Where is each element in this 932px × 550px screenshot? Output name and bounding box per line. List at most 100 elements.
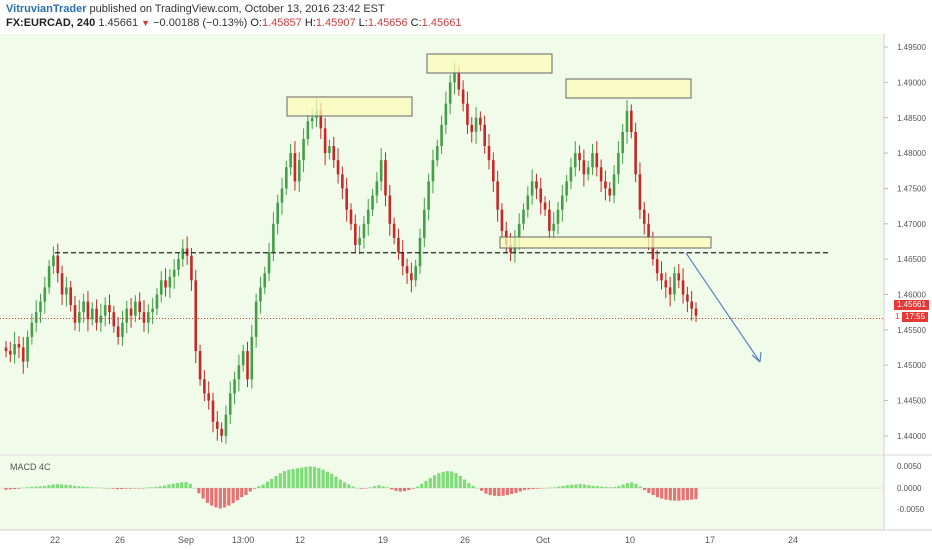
candle-body: [168, 276, 172, 288]
macd-histogram-bar: [291, 468, 295, 488]
candle-body: [578, 153, 581, 161]
low-label: L:: [358, 17, 368, 29]
candle-body: [332, 146, 336, 161]
candle-body: [259, 287, 262, 302]
macd-histogram-bar: [552, 487, 557, 488]
candle-body: [43, 287, 47, 302]
price-axis-label: 1.44000: [897, 432, 926, 441]
candle-body: [630, 110, 633, 132]
author-link[interactable]: VitruvianTrader: [6, 3, 87, 15]
candle-body: [4, 347, 8, 352]
candle-body: [155, 294, 159, 309]
candle-body: [328, 146, 331, 154]
macd-histogram-bar: [540, 488, 544, 489]
macd-histogram-bar: [420, 483, 424, 488]
resistance-box-1[interactable]: [286, 96, 413, 117]
candle-body: [517, 223, 521, 238]
macd-histogram-bar: [672, 488, 677, 501]
candle-body: [492, 160, 495, 182]
support-zone-box[interactable]: [499, 236, 712, 249]
candle-body: [134, 301, 137, 316]
candle-body: [233, 379, 236, 394]
resistance-box-3[interactable]: [565, 78, 692, 99]
candle-body: [263, 273, 267, 288]
candle-body: [375, 181, 379, 196]
candle-body: [112, 312, 116, 327]
macd-histogram-bar: [342, 482, 347, 488]
macd-histogram-bar: [462, 479, 467, 488]
candle-body: [125, 308, 129, 323]
candle-body: [651, 237, 655, 260]
projection-arrow-line[interactable]: [685, 252, 761, 363]
date-axis-label: 10: [625, 535, 635, 545]
candle-body: [349, 209, 353, 224]
open-value: 1.45857: [262, 17, 302, 29]
candle-body: [686, 294, 689, 302]
high-value: 1.45907: [315, 17, 356, 29]
candle-body: [410, 273, 413, 281]
macd-histogram-bar: [231, 488, 235, 504]
candle-body: [496, 181, 499, 210]
candle-body: [401, 252, 405, 267]
candle-body: [177, 259, 180, 270]
candle-body: [440, 124, 443, 147]
macd-histogram-bar: [60, 484, 64, 488]
candle-body: [634, 131, 637, 175]
macd-histogram-bar: [411, 488, 415, 489]
candles-layer: [4, 61, 698, 444]
macd-histogram-bar: [510, 488, 514, 494]
candle-body: [466, 103, 469, 125]
candle-body: [17, 343, 21, 348]
macd-histogram-bar: [205, 488, 210, 503]
macd-histogram-bar: [30, 486, 34, 488]
macd-indicator-label[interactable]: MACD 4C: [10, 462, 51, 472]
symbol-label[interactable]: FX:EURCAD, 240: [6, 17, 96, 29]
macd-histogram-bar: [295, 468, 300, 488]
macd-layer: 0.0050 0.0000 -0.0050: [0, 462, 925, 514]
macd-histogram-bar: [612, 486, 617, 488]
macd-histogram-bar: [68, 485, 72, 488]
macd-histogram-bar: [608, 487, 612, 488]
candle-body: [276, 202, 279, 224]
candle-body: [509, 245, 512, 253]
macd-histogram-bar: [600, 486, 604, 488]
price-axis-label: 1.47000: [897, 220, 926, 229]
date-axis[interactable]: 22 26 Sep 13:00 12 19 26 Oct 10 17 24: [50, 535, 798, 545]
low-value: 1.45656: [367, 17, 408, 29]
date-axis-label: 26: [460, 535, 470, 545]
candle-body: [608, 188, 612, 196]
macd-histogram-bar: [175, 483, 180, 488]
candle-body: [625, 110, 629, 132]
macd-histogram-bar: [347, 484, 351, 488]
macd-pane-background: [0, 456, 884, 530]
candle-body: [194, 280, 198, 352]
macd-histogram-bar: [651, 488, 655, 496]
date-axis-label: Sep: [178, 535, 194, 545]
macd-histogram-bar: [578, 484, 582, 488]
macd-histogram-bar: [480, 488, 484, 491]
macd-histogram-bar: [587, 485, 591, 488]
macd-histogram-bar: [617, 485, 621, 488]
candle-body: [539, 188, 543, 203]
candle-body: [142, 312, 146, 323]
candle-body: [660, 273, 663, 281]
candle-body: [448, 82, 452, 104]
macd-histogram-bar: [372, 486, 377, 488]
price-axis[interactable]: 1.49500 1.49000 1.48500 1.48000 1.47500 1.470…: [884, 43, 926, 441]
candle-body: [647, 223, 650, 238]
macd-histogram-bar: [51, 484, 55, 488]
drawings-layer[interactable]: [0, 53, 884, 363]
macd-histogram-bar: [158, 486, 162, 488]
price-axis-label: 1.49000: [897, 78, 926, 87]
candle-body: [272, 223, 275, 253]
macd-histogram-bar: [527, 488, 531, 490]
macd-histogram-bar: [325, 471, 330, 488]
candle-body: [530, 181, 534, 196]
macd-histogram-bar: [642, 488, 647, 491]
macd-histogram-bar: [660, 488, 664, 499]
candle-body: [690, 301, 693, 309]
resistance-box-2[interactable]: [426, 53, 553, 74]
candle-body: [69, 287, 72, 306]
candle-body: [591, 153, 594, 168]
